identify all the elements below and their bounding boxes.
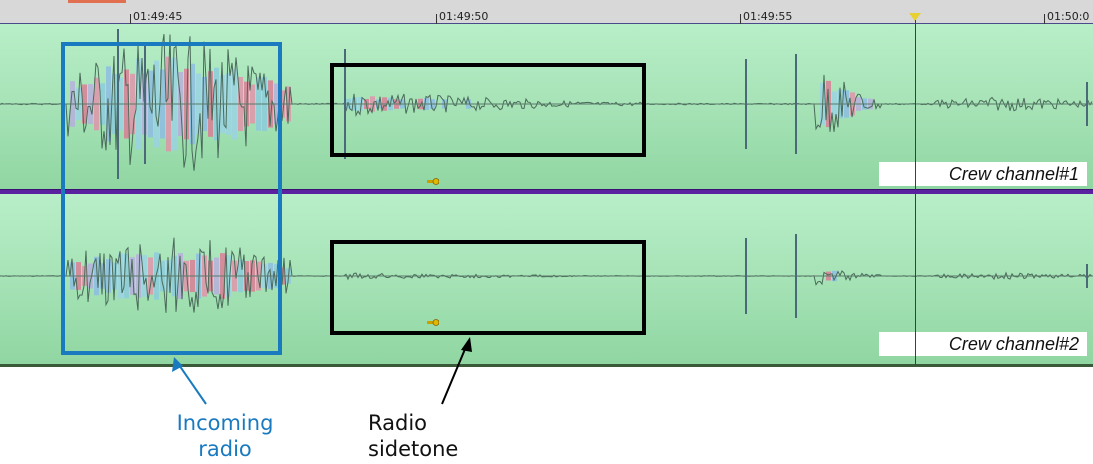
incoming-arrow-line [176, 361, 207, 405]
tick-mark [436, 14, 437, 24]
track-bottom-border [0, 364, 1093, 367]
tick-label-1: 01:49:45 [133, 10, 183, 23]
ruler-selection-flag [68, 0, 126, 3]
tick-mark [130, 14, 131, 24]
tick-label-2: 01:49:50 [439, 10, 489, 23]
track-crew-channel-2[interactable]: Crew channel#2 [0, 194, 1093, 364]
audio-editor: 01:49:45 01:49:50 01:49:55 01:50:0 Crew … [0, 0, 1093, 367]
timeline-ruler[interactable]: 01:49:45 01:49:50 01:49:55 01:50:0 [0, 0, 1093, 24]
track-crew-channel-1[interactable]: Crew channel#1 [0, 24, 1093, 189]
waveform-channel-2 [0, 234, 1093, 318]
sidetone-arrow-head [461, 337, 472, 352]
key-icon [427, 319, 439, 326]
waveform-channel-1 [0, 29, 1093, 179]
track-label-2: Crew channel#2 [879, 332, 1087, 356]
incoming-radio-highlight-box [61, 42, 282, 355]
tick-label-3: 01:49:55 [743, 10, 793, 23]
sidetone-highlight-box-channel-2 [330, 240, 646, 335]
track-separator[interactable] [0, 189, 1093, 194]
track-label-1: Crew channel#1 [879, 162, 1087, 186]
tick-label-4: 01:50:0 [1047, 10, 1090, 23]
playhead-marker-icon[interactable] [909, 13, 921, 21]
annotation-radio-sidetone: Radio sidetone [368, 411, 459, 461]
playhead-line[interactable] [915, 20, 916, 365]
tick-mark [1044, 14, 1045, 24]
incoming-arrow-head [172, 357, 183, 372]
sidetone-highlight-box-channel-1 [330, 63, 646, 157]
sidetone-arrow-line [441, 341, 469, 405]
tick-mark [740, 14, 741, 24]
key-icon [427, 178, 439, 185]
annotation-incoming-radio: Incoming radio [176, 411, 274, 461]
